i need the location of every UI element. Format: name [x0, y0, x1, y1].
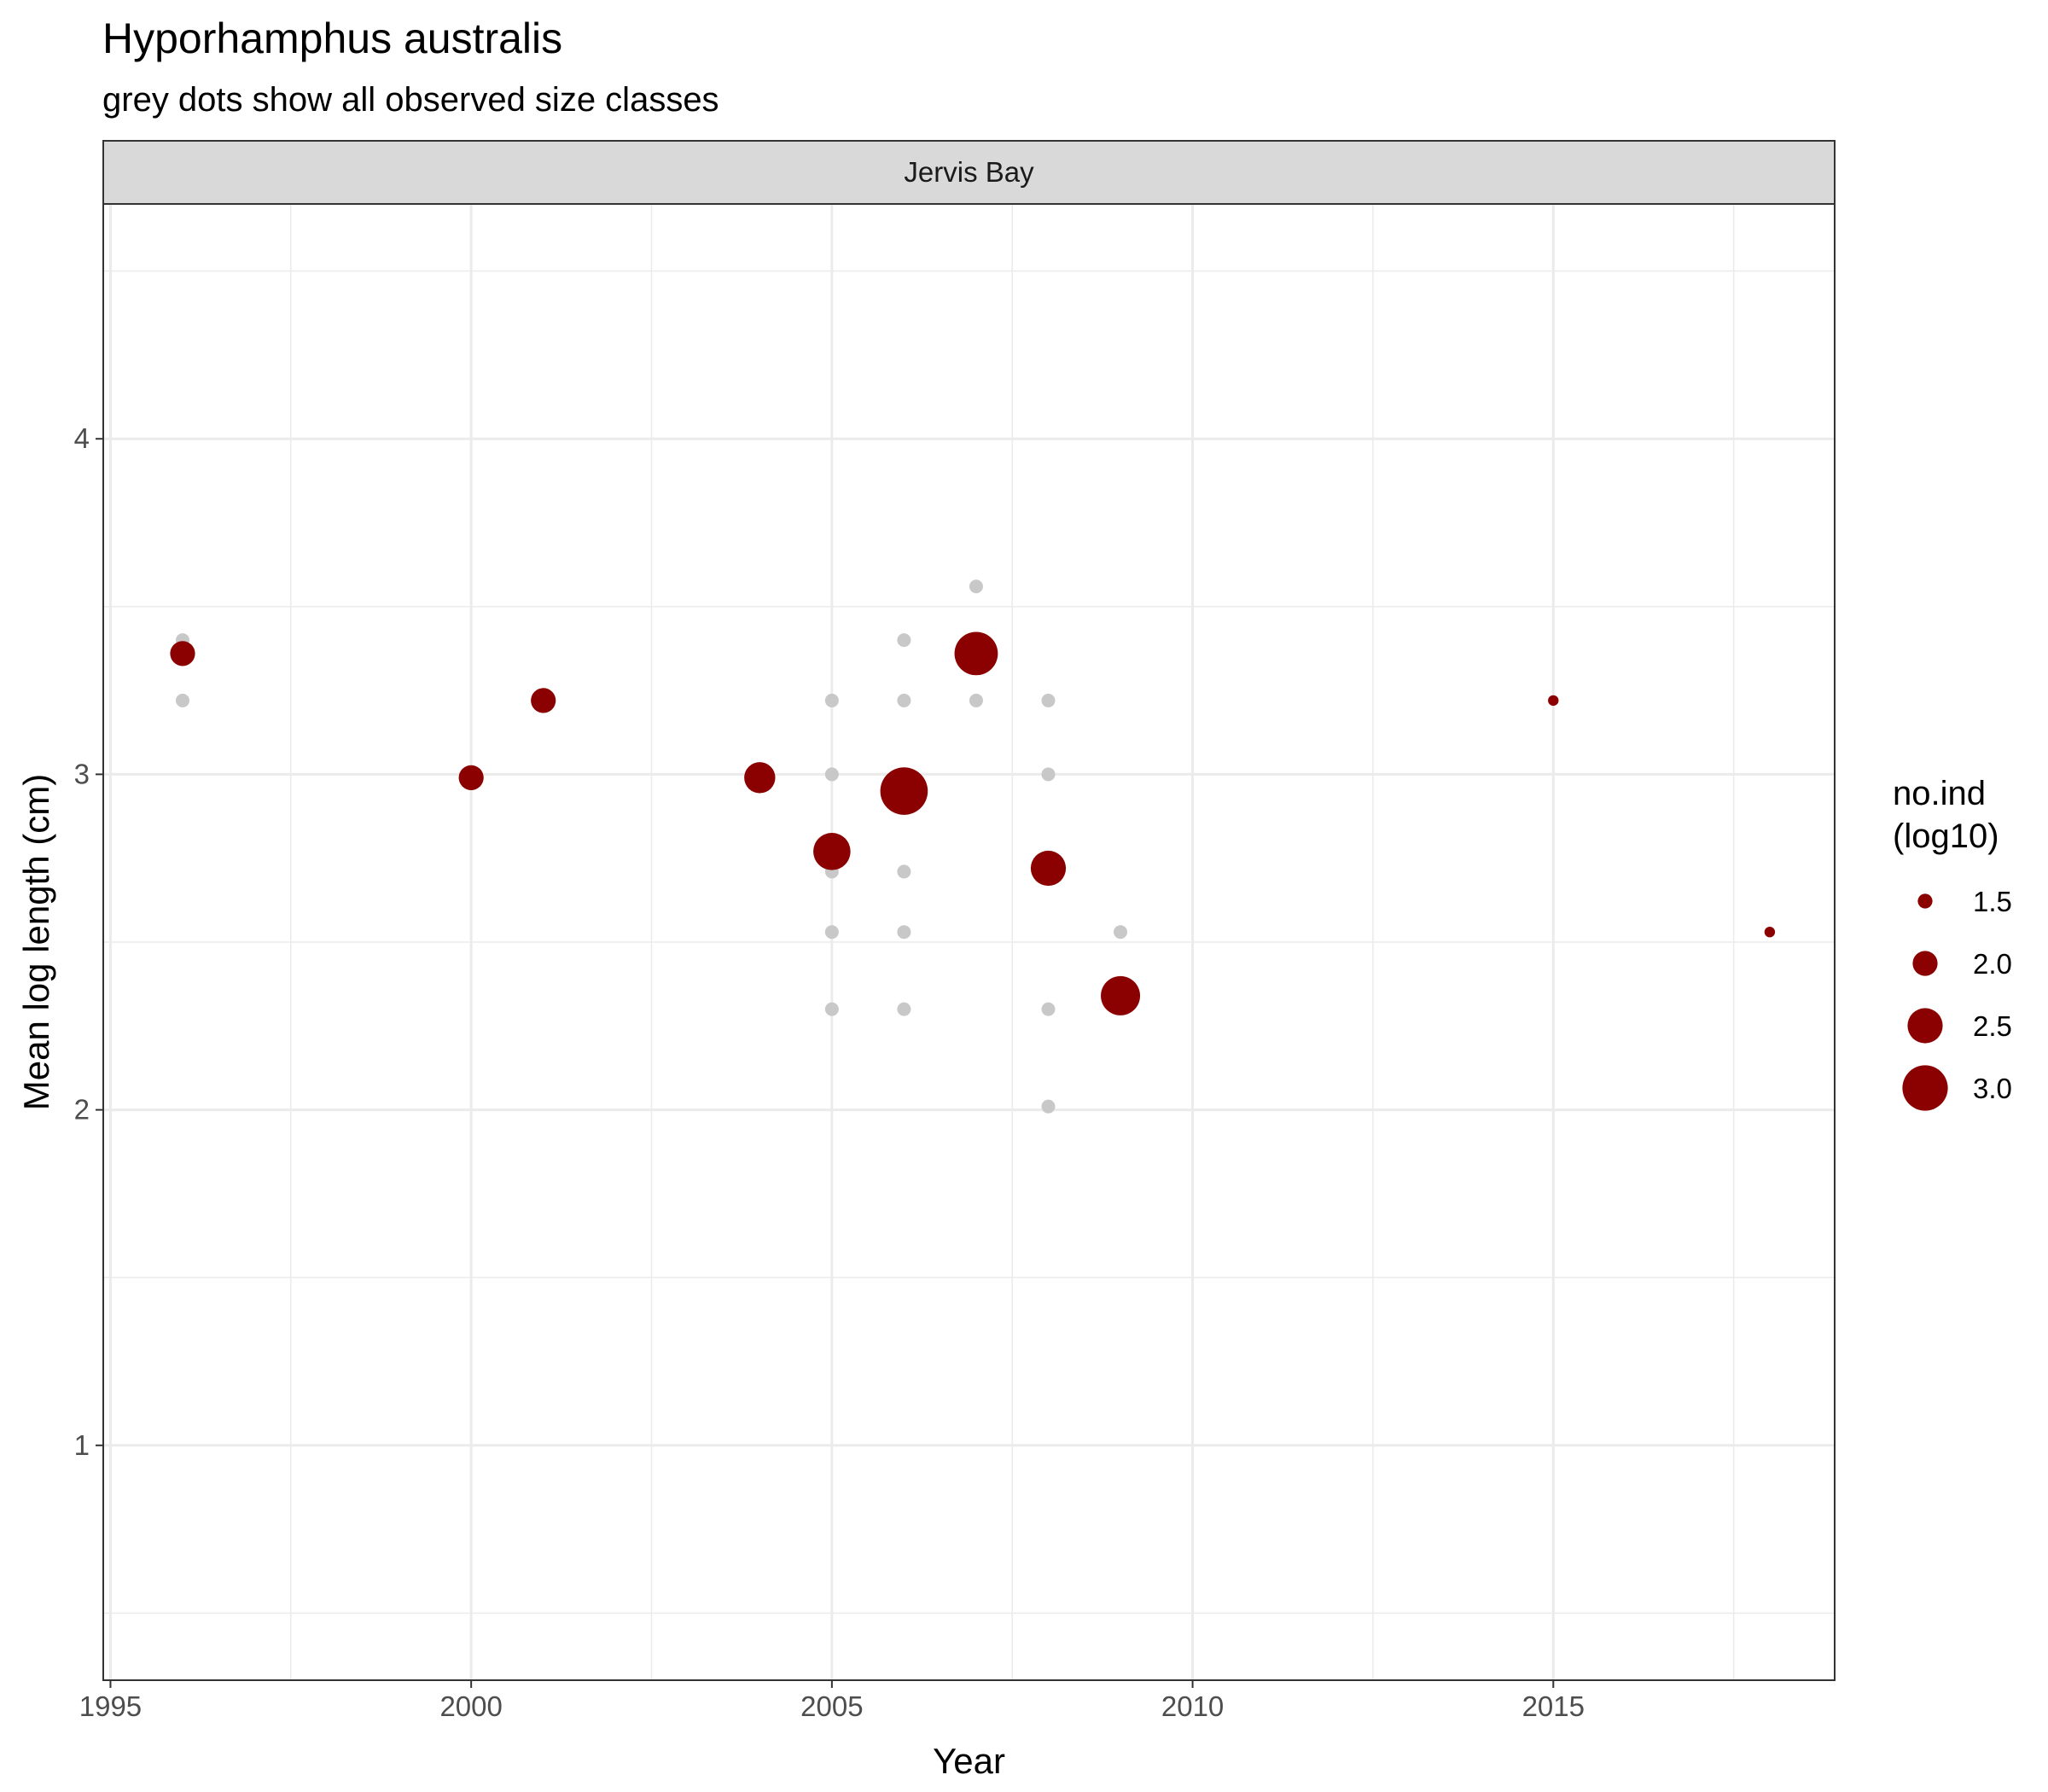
x-tick-label: 2015	[1522, 1690, 1585, 1722]
legend-key-point	[1902, 1065, 1948, 1111]
observed-point	[1114, 925, 1128, 940]
legend-title-line: no.ind	[1893, 775, 1986, 812]
mean-point	[1764, 927, 1776, 938]
mean-length-points	[170, 631, 1776, 1015]
y-axis: 1 2 3 4	[74, 422, 103, 1461]
legend-entry-label: 1.5	[1973, 886, 2012, 917]
mean-point	[813, 833, 851, 870]
plot-panel	[102, 203, 1836, 1681]
observed-point	[897, 864, 911, 879]
observed-point	[175, 693, 189, 707]
legend-entry-label: 2.5	[1973, 1010, 2012, 1042]
legend-title-line: (log10)	[1893, 817, 1999, 855]
legend-key-point	[1907, 1008, 1943, 1044]
chart-subtitle: grey dots show all observed size classes	[102, 81, 719, 119]
observed-point	[824, 693, 839, 707]
x-tick-label: 2010	[1161, 1690, 1224, 1722]
x-tick-label: 1995	[79, 1690, 142, 1722]
grid-lines	[103, 204, 1835, 1680]
observed-point	[897, 693, 911, 707]
observed-point	[1041, 1002, 1056, 1016]
observed-point	[824, 767, 839, 782]
legend-entry-label: 3.0	[1973, 1073, 2012, 1104]
x-tick-label: 2005	[800, 1690, 863, 1722]
observed-point	[1041, 1099, 1056, 1114]
observed-point	[969, 693, 983, 707]
observed-point	[1041, 693, 1056, 707]
observed-point	[824, 925, 839, 940]
mean-point	[954, 631, 998, 676]
mean-point	[1101, 975, 1141, 1015]
observed-point	[897, 1002, 911, 1016]
x-tick-label: 2000	[439, 1690, 502, 1722]
observed-point	[1041, 767, 1056, 782]
y-tick-label: 2	[74, 1094, 90, 1126]
facet-strip-background	[102, 140, 1836, 205]
mean-point	[458, 765, 484, 790]
panel-border	[102, 203, 1836, 1681]
observed-point	[969, 579, 983, 594]
legend-entry-label: 2.0	[1973, 948, 2012, 980]
facet-strip-label: Jervis Bay	[904, 156, 1034, 188]
mean-point	[531, 688, 556, 713]
y-tick-label: 3	[74, 758, 90, 789]
y-tick-label: 4	[74, 422, 90, 454]
mean-point	[744, 762, 776, 794]
mean-point	[1548, 695, 1559, 707]
x-axis-title: Year	[933, 1741, 1005, 1781]
observed-size-class-points	[175, 579, 1128, 1114]
y-axis-title: Mean log length (cm)	[16, 774, 56, 1111]
mean-point	[170, 641, 195, 666]
legend: no.ind (log10) 1.5 2.0 2.5 3.0	[1893, 775, 2012, 1111]
observed-point	[824, 1002, 839, 1016]
y-tick-label: 1	[74, 1429, 90, 1461]
observed-point	[897, 633, 911, 648]
facet-strip: Jervis Bay	[102, 140, 1836, 205]
observed-point	[897, 925, 911, 940]
legend-key-point	[1917, 893, 1933, 909]
x-axis: 1995 2000 2005 2010 2015	[79, 1680, 1585, 1722]
legend-key-point	[1912, 951, 1938, 976]
mean-point	[1030, 850, 1067, 887]
mean-point	[880, 767, 928, 815]
chart-title: Hyporhamphus australis	[102, 15, 562, 62]
